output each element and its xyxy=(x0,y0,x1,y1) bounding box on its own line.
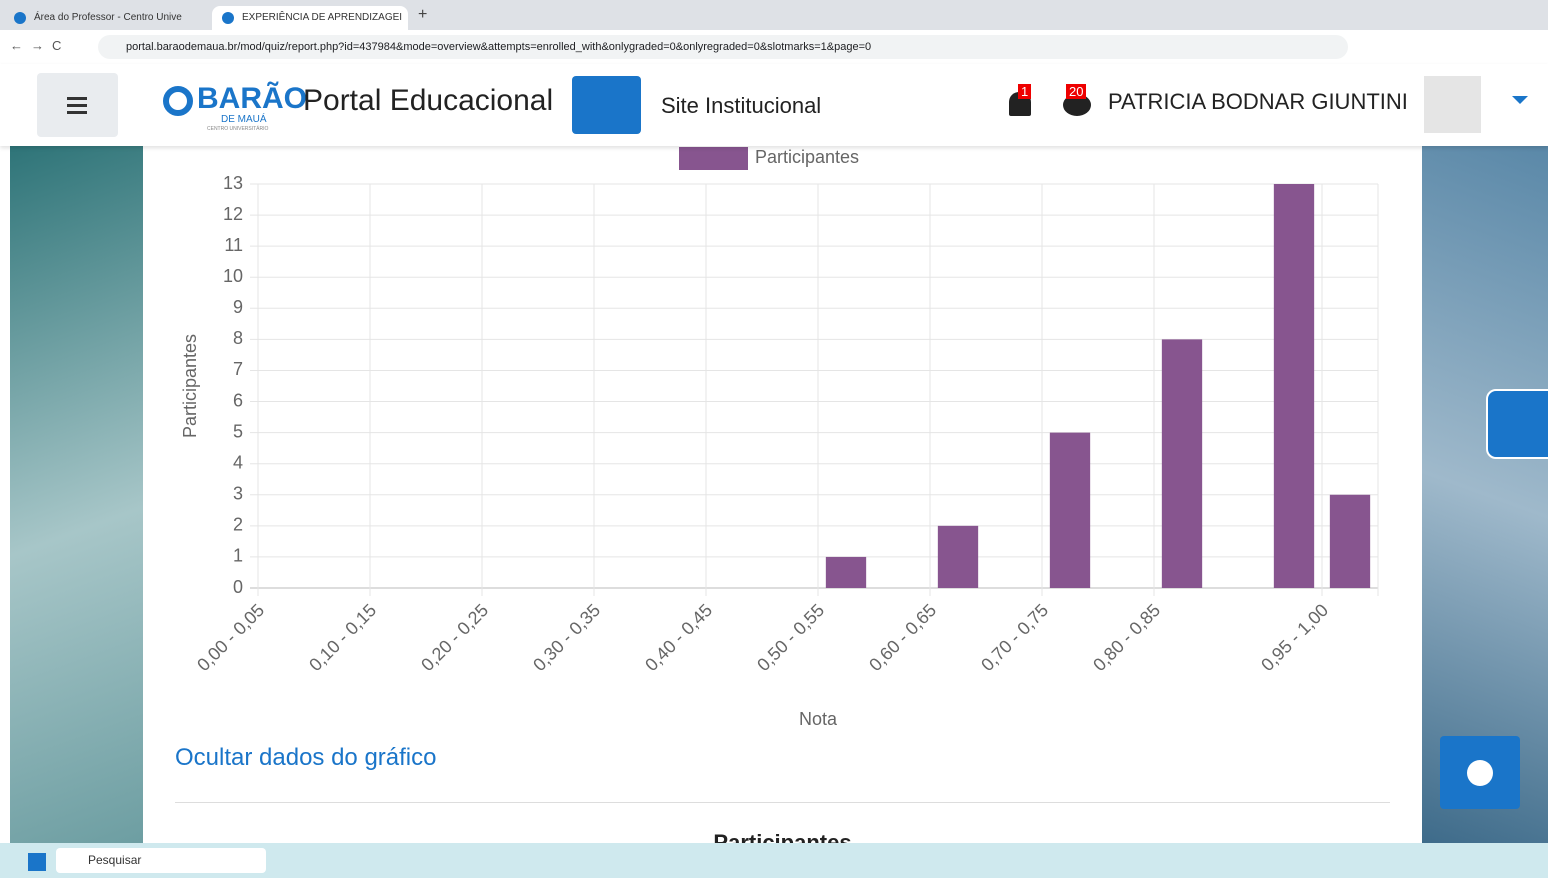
notification-count: 1 xyxy=(1018,84,1031,99)
y-axis-label: Participantes xyxy=(180,334,200,438)
x-tick-label: 0,00 - 0,05 xyxy=(193,600,268,675)
user-menu-arrow[interactable] xyxy=(1512,96,1528,104)
avatar[interactable] xyxy=(1424,76,1481,133)
tab[interactable]: Área do Professor - Centro Unive xyxy=(4,6,212,30)
x-tick-label: 0,50 - 0,55 xyxy=(753,600,828,675)
user-name[interactable]: PATRICIA BODNAR GIUNTINI xyxy=(1108,89,1408,115)
tab-title: EXPERIÊNCIA DE APRENDIZAGEI xyxy=(242,12,402,23)
tab[interactable]: EXPERIÊNCIA DE APRENDIZAGEI xyxy=(212,6,408,30)
search-box[interactable]: Pesquisar xyxy=(56,848,266,873)
brand[interactable]: BARÃO xyxy=(197,82,307,116)
accessibility-button[interactable] xyxy=(1486,389,1548,459)
x-tick-label: 0,80 - 0,85 xyxy=(1089,600,1164,675)
x-tick-label: 0,60 - 0,65 xyxy=(865,600,940,675)
scroll-top-button[interactable] xyxy=(1440,736,1520,809)
x-axis-label: Nota xyxy=(799,709,838,729)
y-tick-label: 12 xyxy=(223,204,243,224)
bar xyxy=(1274,184,1314,588)
url: portal.baraodemaua.br/mod/quiz/report.ph… xyxy=(126,41,871,53)
message-count: 20 xyxy=(1066,84,1086,99)
tab-title: Área do Professor - Centro Unive xyxy=(34,12,182,23)
brand-tag: CENTRO UNIVERSITÁRIO xyxy=(207,126,268,132)
bar xyxy=(1162,339,1202,588)
url-field[interactable]: portal.baraodemaua.br/mod/quiz/report.ph… xyxy=(98,35,1348,59)
toggle-link[interactable]: Ocultar dados do gráfico xyxy=(175,744,436,772)
bar xyxy=(826,557,866,588)
y-tick-label: 3 xyxy=(233,484,243,504)
y-tick-label: 1 xyxy=(233,546,243,566)
x-tick-label: 0,20 - 0,25 xyxy=(417,600,492,675)
search-placeholder: Pesquisar xyxy=(88,853,141,867)
menu-button[interactable] xyxy=(37,73,118,137)
nav-buttons[interactable]: ←→C xyxy=(10,38,69,53)
page: {"browser": {"tabs": ["Área do Professor… xyxy=(0,0,1548,878)
x-tick-label: 0,70 - 0,75 xyxy=(977,600,1052,675)
background-left xyxy=(10,146,143,843)
y-tick-label: 11 xyxy=(224,235,243,255)
bar xyxy=(938,526,978,588)
site-header: BARÃO DE MAUÁ CENTRO UNIVERSITÁRIO Porta… xyxy=(0,64,1548,146)
x-tick-label: 0,30 - 0,35 xyxy=(529,600,604,675)
site-link[interactable]: Site Institucional xyxy=(661,93,821,119)
logo-icon xyxy=(163,86,193,116)
start-button[interactable] xyxy=(28,853,46,871)
y-tick-label: 9 xyxy=(233,297,243,317)
y-tick-label: 13 xyxy=(223,173,243,193)
y-tick-label: 4 xyxy=(233,452,243,472)
x-tick-label: 0,40 - 0,45 xyxy=(641,600,716,675)
new-tab[interactable]: + xyxy=(418,6,427,24)
y-tick-label: 5 xyxy=(233,421,243,441)
x-tick-label: 0,10 - 0,15 xyxy=(305,600,380,675)
address-bar: ←→C portal.baraodemaua.br/mod/quiz/repor… xyxy=(0,30,1548,65)
y-tick-label: 7 xyxy=(233,359,243,379)
taskbar: Pesquisar xyxy=(0,843,1548,878)
y-tick-label: 2 xyxy=(233,515,243,535)
legend-label: Participantes xyxy=(755,147,859,167)
brand-sub: DE MAUÁ xyxy=(221,114,267,125)
y-tick-label: 10 xyxy=(223,266,243,286)
tab-bar: Área do Professor - Centro Unive EXPERIÊ… xyxy=(0,0,1548,30)
background-right xyxy=(1422,146,1548,843)
portal-title: Portal Educacional xyxy=(303,84,553,118)
bar xyxy=(1330,495,1370,588)
legend-swatch xyxy=(679,147,748,170)
y-tick-label: 8 xyxy=(233,328,243,348)
settings-button[interactable] xyxy=(572,76,641,134)
y-tick-label: 6 xyxy=(233,390,243,410)
x-tick-label: 0,95 - 1,00 xyxy=(1257,600,1332,675)
divider xyxy=(175,802,1390,803)
bar xyxy=(1050,433,1090,588)
y-tick-label: 0 xyxy=(233,577,243,597)
